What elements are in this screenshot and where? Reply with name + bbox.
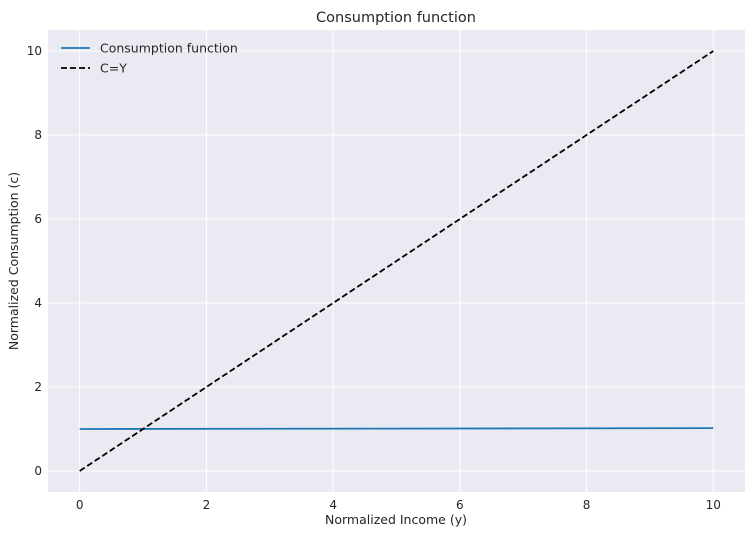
grid [48, 30, 745, 492]
y-tick-label: 8 [34, 128, 42, 142]
series-line-1 [79, 50, 714, 472]
y-tick-label: 0 [34, 464, 42, 478]
legend: Consumption function C=Y [61, 41, 238, 76]
series-line-0 [79, 427, 714, 430]
y-tick-labels: 0 2 4 6 8 10 [27, 44, 42, 478]
legend-label-c-equals-y: C=Y [100, 61, 127, 76]
y-axis-label: Normalized Consumption (c) [6, 172, 21, 350]
x-tick-labels: 0 2 4 6 8 10 [76, 498, 721, 512]
chart-title: Consumption function [316, 10, 476, 26]
y-tick-label: 2 [34, 380, 42, 394]
legend-label-consumption-function: Consumption function [100, 41, 238, 56]
series-layer [79, 50, 714, 472]
x-tick-label: 2 [203, 498, 211, 512]
y-tick-label: 4 [34, 296, 42, 310]
x-axis-label: Normalized Income (y) [325, 512, 467, 527]
x-tick-label: 6 [456, 498, 464, 512]
x-tick-label: 10 [706, 498, 721, 512]
x-tick-label: 8 [583, 498, 591, 512]
x-tick-label: 4 [329, 498, 337, 512]
y-tick-label: 6 [34, 212, 42, 226]
y-tick-label: 10 [27, 44, 42, 58]
x-tick-label: 0 [76, 498, 84, 512]
